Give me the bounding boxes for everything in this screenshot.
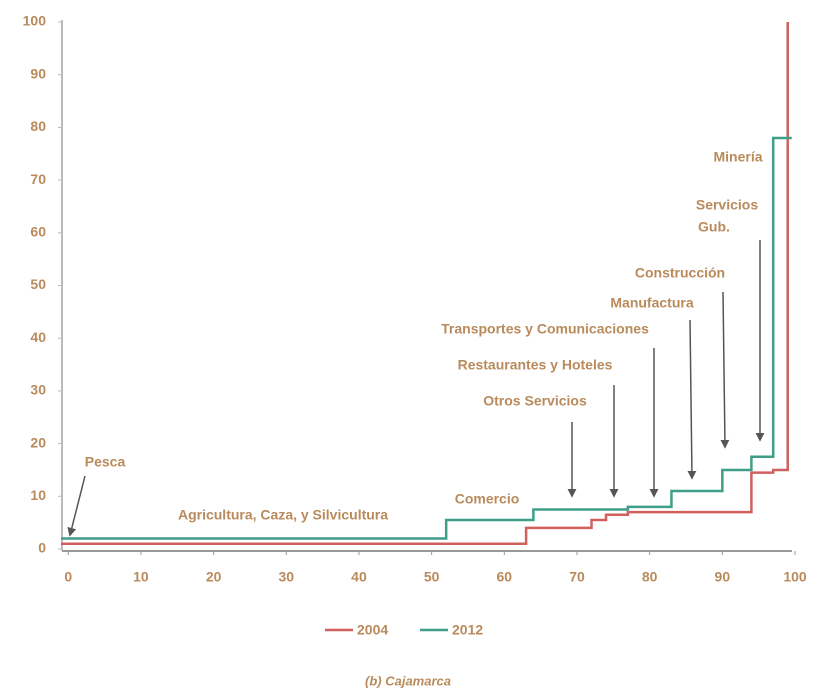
- annotation: Servicios: [696, 197, 758, 213]
- annotation: Otros Servicios: [483, 393, 587, 409]
- annotation-arrow: [67, 475, 86, 537]
- y-tick-label: 50: [30, 276, 46, 292]
- x-tick-label: 20: [206, 569, 222, 585]
- y-tick-label: 100: [23, 13, 47, 29]
- y-tick-label: 40: [30, 329, 46, 345]
- y-tick-label: 60: [30, 224, 46, 240]
- x-tick-label: 0: [64, 569, 72, 585]
- x-tick-label: 70: [569, 569, 585, 585]
- x-tick-label: 60: [497, 569, 513, 585]
- x-tick-label: 90: [715, 569, 731, 585]
- caption: (b) Cajamarca: [365, 673, 451, 688]
- legend-label: 2004: [357, 622, 388, 638]
- step-line: [61, 136, 792, 540]
- y-tick-label: 0: [38, 540, 46, 556]
- y-tick-label: 10: [30, 487, 46, 503]
- y-tick-label: 80: [30, 118, 46, 134]
- legend-label: 2012: [452, 622, 483, 638]
- annotation: Restaurantes y Hoteles: [458, 357, 613, 373]
- y-tick-label: 70: [30, 171, 46, 187]
- annotation: Gub.: [698, 219, 730, 235]
- annotation-arrow: [720, 291, 730, 449]
- annotation: Minería: [713, 149, 762, 165]
- x-tick-label: 40: [351, 569, 367, 585]
- annotation: Transportes y Comunicaciones: [441, 321, 649, 337]
- annotation-arrow: [687, 319, 697, 480]
- x-tick-label: 100: [783, 569, 807, 585]
- annotation: Construcción: [635, 265, 725, 281]
- x-tick-label: 30: [278, 569, 294, 585]
- annotation: Manufactura: [610, 295, 693, 311]
- annotation: Comercio: [455, 491, 520, 507]
- y-tick-label: 90: [30, 65, 46, 81]
- x-tick-label: 80: [642, 569, 658, 585]
- y-tick-label: 20: [30, 434, 46, 450]
- x-tick-label: 10: [133, 569, 149, 585]
- y-tick-label: 30: [30, 382, 46, 398]
- step-line: [61, 22, 789, 545]
- x-tick-label: 50: [424, 569, 440, 585]
- annotation: Pesca: [85, 454, 126, 470]
- annotation: Agricultura, Caza, y Silvicultura: [178, 507, 388, 523]
